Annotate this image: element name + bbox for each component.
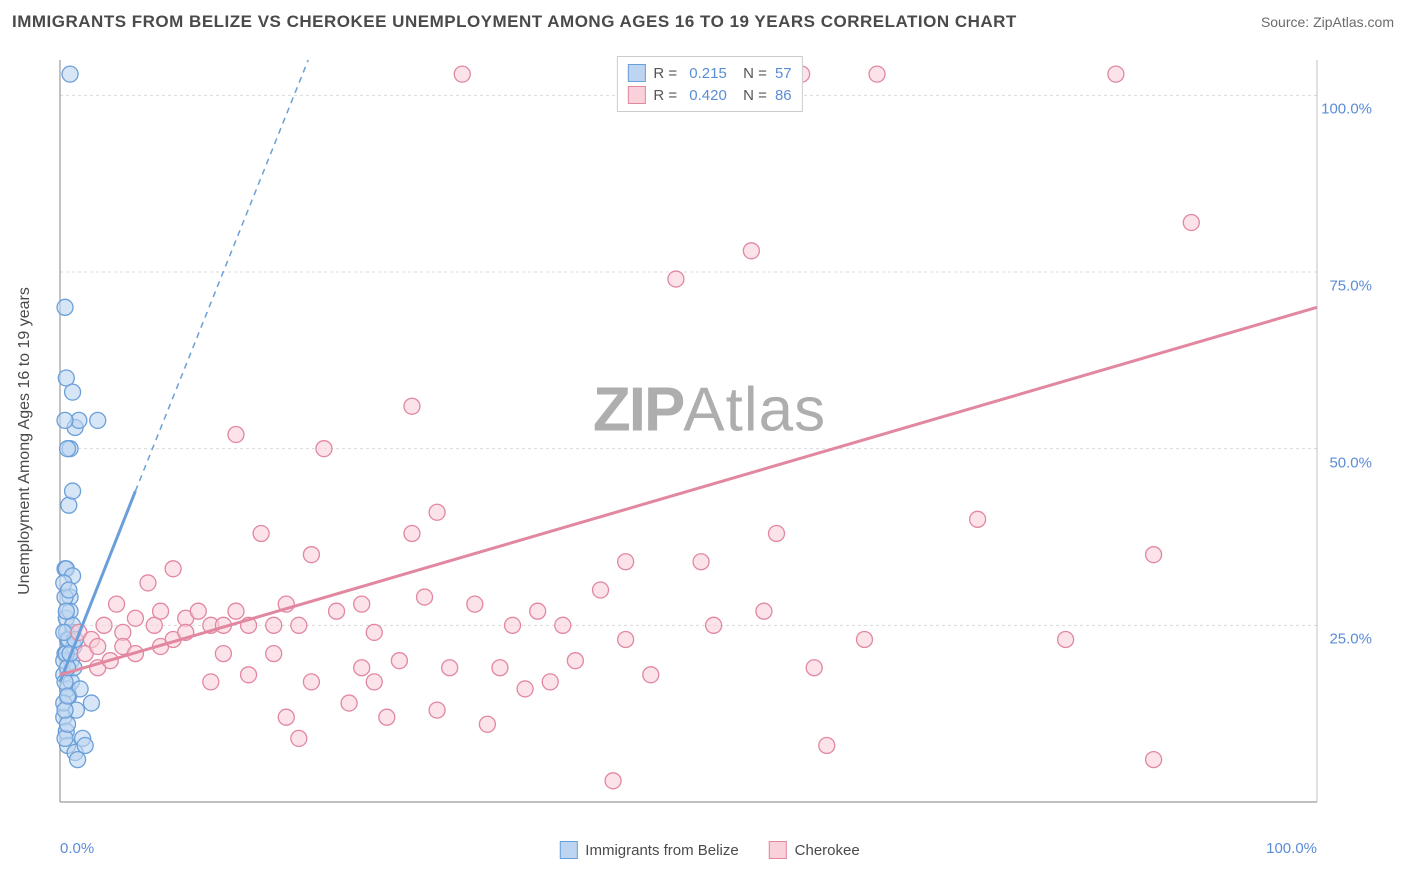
legend-swatch (627, 64, 645, 82)
n-value: 86 (775, 87, 792, 104)
n-label: N = (735, 87, 767, 104)
scatter-plot-svg (52, 50, 1367, 832)
legend-swatch (769, 841, 787, 859)
r-label: R = (653, 65, 681, 82)
series-legend-item: Immigrants from Belize (559, 841, 738, 859)
r-value: 0.420 (689, 87, 727, 104)
source-label: Source: ZipAtlas.com (1261, 14, 1394, 30)
correlation-legend-row: R = 0.420 N = 86 (627, 84, 791, 106)
chart-title: IMMIGRANTS FROM BELIZE VS CHEROKEE UNEMP… (12, 12, 1017, 32)
correlation-legend-row: R = 0.215 N = 57 (627, 62, 791, 84)
x-tick-label: 0.0% (60, 840, 94, 857)
x-tick-label: 100.0% (1266, 840, 1317, 857)
series-legend-item: Cherokee (769, 841, 860, 859)
legend-swatch (559, 841, 577, 859)
series-legend: Immigrants from Belize Cherokee (559, 841, 859, 859)
title-bar: IMMIGRANTS FROM BELIZE VS CHEROKEE UNEMP… (12, 12, 1394, 32)
n-label: N = (735, 65, 767, 82)
y-tick-label: 50.0% (1329, 454, 1372, 471)
chart-area: ZIPAtlas R = 0.215 N =57R = 0.420 N =86 … (52, 50, 1367, 832)
y-axis-label-container: Unemployment Among Ages 16 to 19 years (10, 50, 40, 832)
r-label: R = (653, 87, 681, 104)
series-legend-label: Cherokee (795, 842, 860, 859)
y-axis-label: Unemployment Among Ages 16 to 19 years (16, 287, 34, 595)
r-value: 0.215 (689, 65, 727, 82)
n-value: 57 (775, 65, 792, 82)
y-tick-label: 100.0% (1321, 101, 1372, 118)
legend-swatch (627, 86, 645, 104)
y-tick-label: 25.0% (1329, 631, 1372, 648)
correlation-legend: R = 0.215 N = 57 R = 0.420 N = 86 (616, 56, 802, 112)
series-legend-label: Immigrants from Belize (585, 842, 738, 859)
y-tick-label: 75.0% (1329, 278, 1372, 295)
